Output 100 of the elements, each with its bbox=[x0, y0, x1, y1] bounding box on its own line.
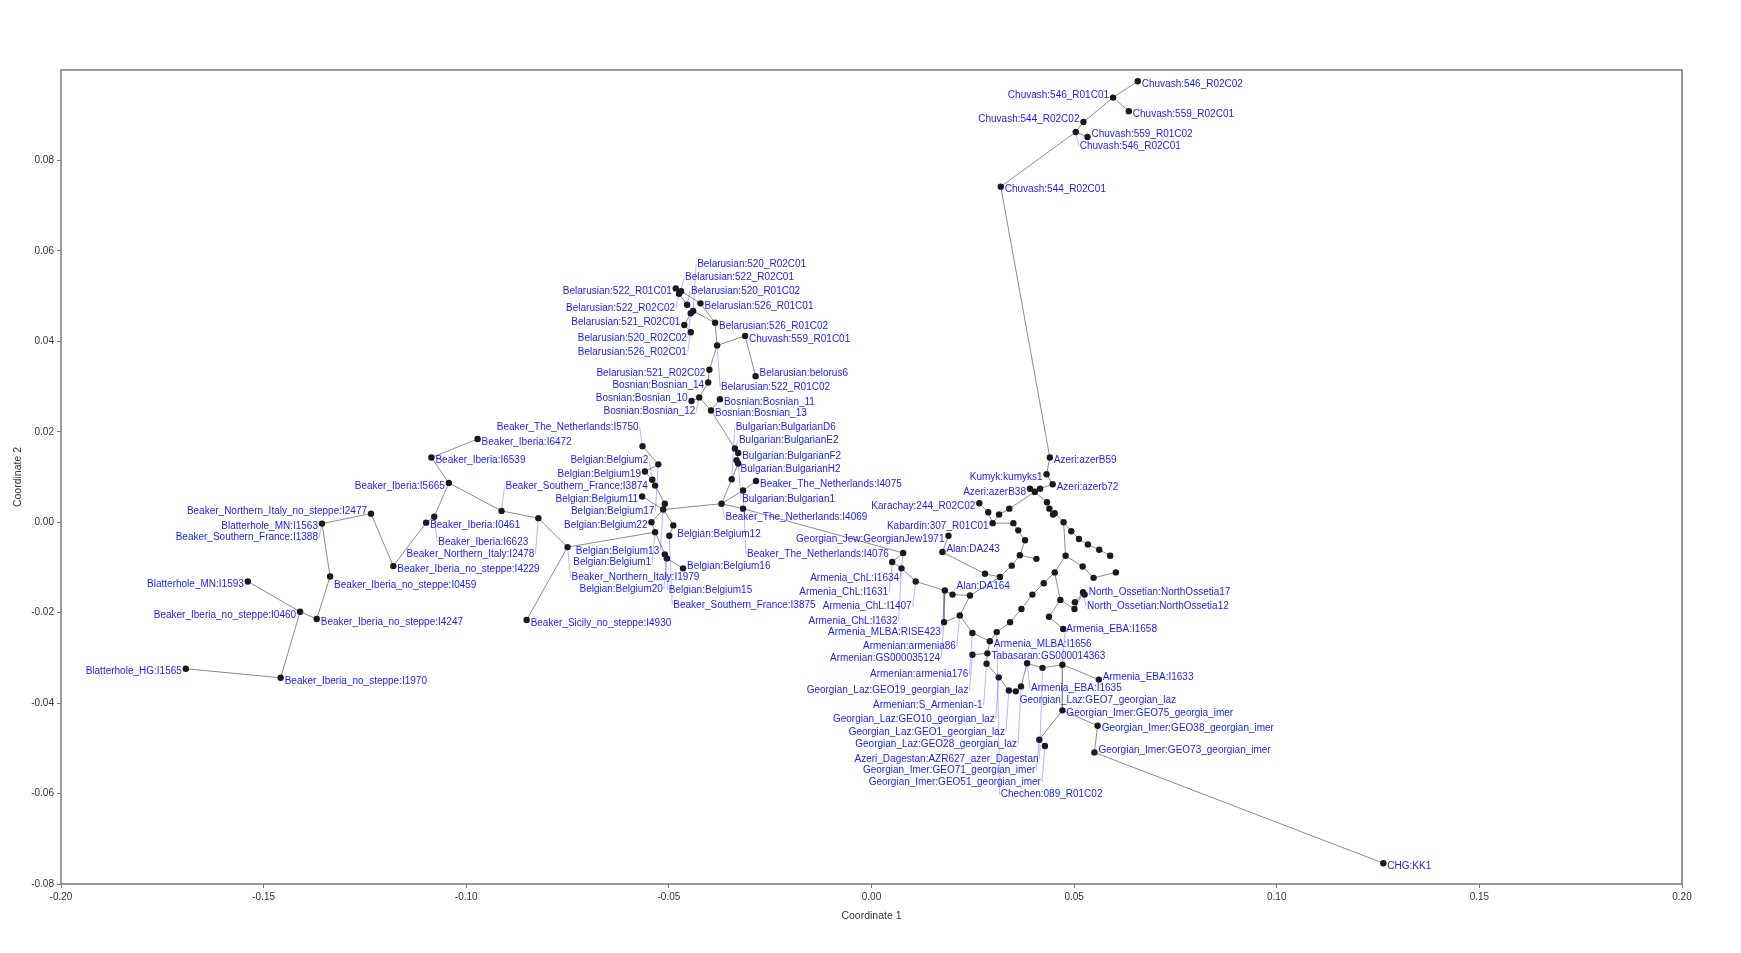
annotation: Chuvash:559_R01C01 bbox=[749, 332, 851, 344]
annotation: Beaker_The_Netherlands:I4076 bbox=[747, 547, 890, 559]
annotation: Bosnian:Bosnian_10 bbox=[595, 392, 689, 404]
annotation: Georgian_Imer:GEO75_georgia_imer bbox=[1066, 707, 1234, 719]
annotation: Belarusian:521_R02C01 bbox=[571, 316, 681, 328]
x-tick-label: 0.05 bbox=[1064, 890, 1085, 902]
annotation: Bosnian:Bosnian_14 bbox=[612, 379, 705, 391]
annotation: Armenia_EBA:I1658 bbox=[1066, 622, 1158, 634]
annotation: Georgian_Laz:GEO1_georgian_laz bbox=[848, 725, 1005, 737]
annotation: Beaker_Sicily_no_steppe:I4930 bbox=[530, 616, 672, 628]
annotation: Armenian:S_Armenian-1 bbox=[873, 699, 984, 711]
annotation: Beaker_Northern_Italy_no_steppe:I2477 bbox=[186, 504, 368, 516]
annotation: Belarusian:522_R01C01 bbox=[562, 285, 673, 297]
annotation: Belarusian:526_R02C01 bbox=[577, 345, 688, 357]
annotation: Karachay:244_R02C02 bbox=[871, 499, 976, 511]
annotation: Georgian_Laz:GEO19_georgian_laz bbox=[806, 684, 969, 696]
annotation: Azeri:azerB59 bbox=[1053, 454, 1118, 466]
annotation: Bosnian:Bosnian_13 bbox=[715, 407, 808, 419]
annotation: Beaker_Southern_France:I3875 bbox=[673, 598, 817, 610]
x-tick-label: 0.10 bbox=[1267, 890, 1287, 902]
annotation: Blatterhole_MN:I1593 bbox=[147, 578, 245, 590]
annotation: Georgian_Imer:GEO71_georgian_imer bbox=[862, 763, 1036, 775]
y-tick-label: 0.04 bbox=[34, 335, 55, 347]
y-tick-label: -0.02 bbox=[31, 606, 55, 618]
annotation: Chuvash:559_R02C01 bbox=[1132, 107, 1235, 119]
annotation: Chuvash:546_R02C01 bbox=[1079, 139, 1182, 151]
annotation: Belarusian:520_R02C02 bbox=[577, 332, 688, 344]
annotation: Armenia_ChL:I1634 bbox=[810, 571, 900, 583]
annotation: Bulgarian:Bulgarian1 bbox=[742, 493, 836, 505]
y-axis-title: Coordinate 2 bbox=[11, 446, 24, 508]
x-axis-title: Coordinate 1 bbox=[841, 908, 902, 921]
annotation: Armenian:armenia86 bbox=[863, 639, 957, 651]
annotation: Bosnian:Bosnian_12 bbox=[603, 405, 696, 417]
annotation: Belgian:Belgium16 bbox=[687, 559, 771, 571]
annotation: Beaker_Iberia_no_steppe:I0459 bbox=[334, 578, 477, 590]
annotation: Belarusian:522_R01C02 bbox=[721, 380, 831, 392]
annotation: Beaker_Southern_France:I1388 bbox=[175, 531, 319, 543]
annotation: Belgian:Belgium22 bbox=[564, 518, 648, 530]
annotation: Armenian:armenia176 bbox=[870, 668, 969, 680]
annotation: Armenia_ChL:I1631 bbox=[799, 586, 889, 598]
annotation: Bulgarian:BulgarianD6 bbox=[735, 421, 837, 433]
annotation: Belgian:Belgium12 bbox=[677, 527, 762, 539]
annotation: Beaker_Iberia_no_steppe:I1970 bbox=[284, 674, 428, 686]
annotation: Georgian_Laz:GEO10_georgian_laz bbox=[832, 712, 995, 724]
annotation: Chuvash:546_R01C01 bbox=[1007, 88, 1110, 100]
annotation: Chuvash:559_R01C02 bbox=[1091, 128, 1194, 140]
annotation: Armenia_ChL:I1407 bbox=[822, 600, 913, 612]
annotation: Georgian_Laz:GEO7_georgian_laz bbox=[1019, 693, 1176, 705]
annotation: Chechen:089_R01C02 bbox=[1000, 788, 1103, 800]
annotation: Beaker_Northern_Italy:I2478 bbox=[406, 547, 535, 559]
x-tick-label: -0.05 bbox=[657, 890, 681, 902]
annotation: Belarusian:522_R02C01 bbox=[685, 271, 795, 283]
x-tick-label: -0.10 bbox=[454, 890, 479, 902]
annotation: Beaker_Iberia:I6623 bbox=[438, 535, 529, 547]
annotation: Georgian_Imer:GEO73_georgian_imer bbox=[1098, 743, 1272, 755]
annotation: Armenian:GS000035124 bbox=[829, 651, 941, 663]
annotation: Beaker_Iberia_no_steppe:I4247 bbox=[320, 615, 464, 627]
annotation: Belgian:Belgium13 bbox=[575, 544, 660, 556]
annotation: CHG:KK1 bbox=[1387, 859, 1432, 871]
annotation: Tabasaran:GS000014363 bbox=[991, 650, 1106, 662]
annotation: Belgian:Belgium20 bbox=[579, 582, 664, 594]
annotation: Bulgarian:BulgarianH2 bbox=[740, 462, 842, 474]
annotation: Azeri:azerB38 bbox=[963, 485, 1027, 497]
y-tick-label: 0.00 bbox=[34, 515, 55, 527]
annotation: Alan:DA243 bbox=[946, 543, 1001, 555]
annotation: Beaker_Iberia:I6539 bbox=[435, 454, 526, 466]
annotation: Belarusian:520_R02C01 bbox=[697, 258, 807, 270]
annotation: Belgian:Belgium2 bbox=[570, 454, 649, 466]
annotation: Belgian:Belgium19 bbox=[557, 468, 642, 480]
annotation: Blatterhole_HG:I1565 bbox=[85, 665, 183, 677]
annotation: Belarusian:belorus6 bbox=[759, 367, 849, 379]
annotation: Belgian:Belgium11 bbox=[555, 493, 639, 505]
annotation: Bulgarian:BulgarianF2 bbox=[742, 449, 842, 461]
annotation: Belgian:Belgium1 bbox=[573, 556, 652, 568]
annotation: Chuvash:544_R02C01 bbox=[1004, 183, 1107, 195]
annotation: Belgian:Belgium17 bbox=[570, 505, 655, 517]
annotation: Bosnian:Bosnian_11 bbox=[723, 395, 816, 407]
annotation: Beaker_Iberia_no_steppe:I0460 bbox=[153, 608, 297, 620]
annotation: Georgian_Imer:GEO51_georgian_imer bbox=[868, 775, 1042, 787]
annotation: Armenia_EBA:I1635 bbox=[1031, 682, 1123, 694]
x-tick-label: 0.20 bbox=[1672, 890, 1693, 902]
annotation: Beaker_Iberia:I0461 bbox=[430, 519, 521, 531]
annotation: Beaker_Northern_Italy:I1979 bbox=[571, 571, 700, 583]
annotation: Beaker_The_Netherlands:I5750 bbox=[496, 421, 639, 432]
x-tick-label: -0.20 bbox=[49, 890, 73, 902]
annotation: Bulgarian:BulgarianE2 bbox=[738, 434, 839, 446]
y-tick-label: 0.08 bbox=[34, 154, 55, 166]
y-tick-label: -0.08 bbox=[31, 877, 55, 889]
annotation: Beaker_Iberia_no_steppe:I4229 bbox=[397, 562, 541, 574]
annotation: Azeri_Dagestan:AZR627_azer_Dagestan bbox=[854, 752, 1039, 764]
annotation: Georgian_Laz:GEO28_georgian_laz bbox=[855, 738, 1018, 750]
annotation: Beaker_Iberia:I5665 bbox=[354, 479, 446, 491]
annotation: Beaker_Iberia:I6472 bbox=[481, 435, 573, 447]
y-tick-label: 0.02 bbox=[34, 425, 55, 437]
annotation: Beaker_The_Netherlands:I4069 bbox=[725, 511, 868, 523]
annotation: Chuvash:546_R02C02 bbox=[1141, 78, 1244, 90]
annotation: Azeri:azerb72 bbox=[1056, 480, 1119, 492]
annotation: Belarusian:526_R01C02 bbox=[719, 319, 829, 331]
annotation: Chuvash:544_R02C02 bbox=[978, 113, 1080, 125]
annotation: Beaker_The_Netherlands:I4075 bbox=[760, 477, 903, 489]
